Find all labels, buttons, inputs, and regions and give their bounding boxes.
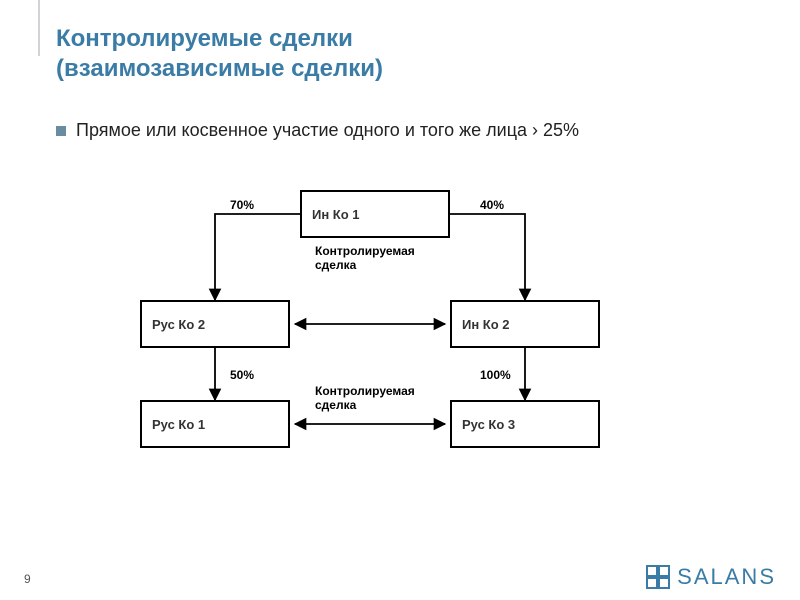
bullet-marker-icon — [56, 126, 66, 136]
controlled-deal-label: Контролируемаясделка — [315, 385, 415, 413]
bullet-text: Прямое или косвенное участие одного и то… — [76, 120, 579, 141]
logo-text: SALANS — [677, 564, 776, 590]
slide-title: Контролируемые сделки (взаимозависимые с… — [56, 24, 383, 84]
node-rusko2: Рус Ко 2 — [140, 300, 290, 348]
left-rule — [38, 0, 40, 56]
node-inko2: Ин Ко 2 — [450, 300, 600, 348]
brand-logo: SALANS — [645, 564, 776, 590]
page-number: 9 — [24, 572, 31, 586]
node-inko1: Ин Ко 1 — [300, 190, 450, 238]
edge-label: 70% — [230, 198, 254, 212]
node-rusko3: Рус Ко 3 — [450, 400, 600, 448]
controlled-deal-label: Контролируемаясделка — [315, 245, 415, 273]
diagram: 70% 40% 50% 100% Контролируемаясделка Контрол… — [120, 190, 640, 490]
logo-icon — [645, 564, 671, 590]
edge-label: 50% — [230, 368, 254, 382]
title-line-1: Контролируемые сделки — [56, 24, 383, 54]
title-line-2: (взаимозависимые сделки) — [56, 54, 383, 84]
bullet-row: Прямое или косвенное участие одного и то… — [56, 120, 579, 141]
node-rusko1: Рус Ко 1 — [140, 400, 290, 448]
edge-label: 40% — [480, 198, 504, 212]
edge-label: 100% — [480, 368, 511, 382]
